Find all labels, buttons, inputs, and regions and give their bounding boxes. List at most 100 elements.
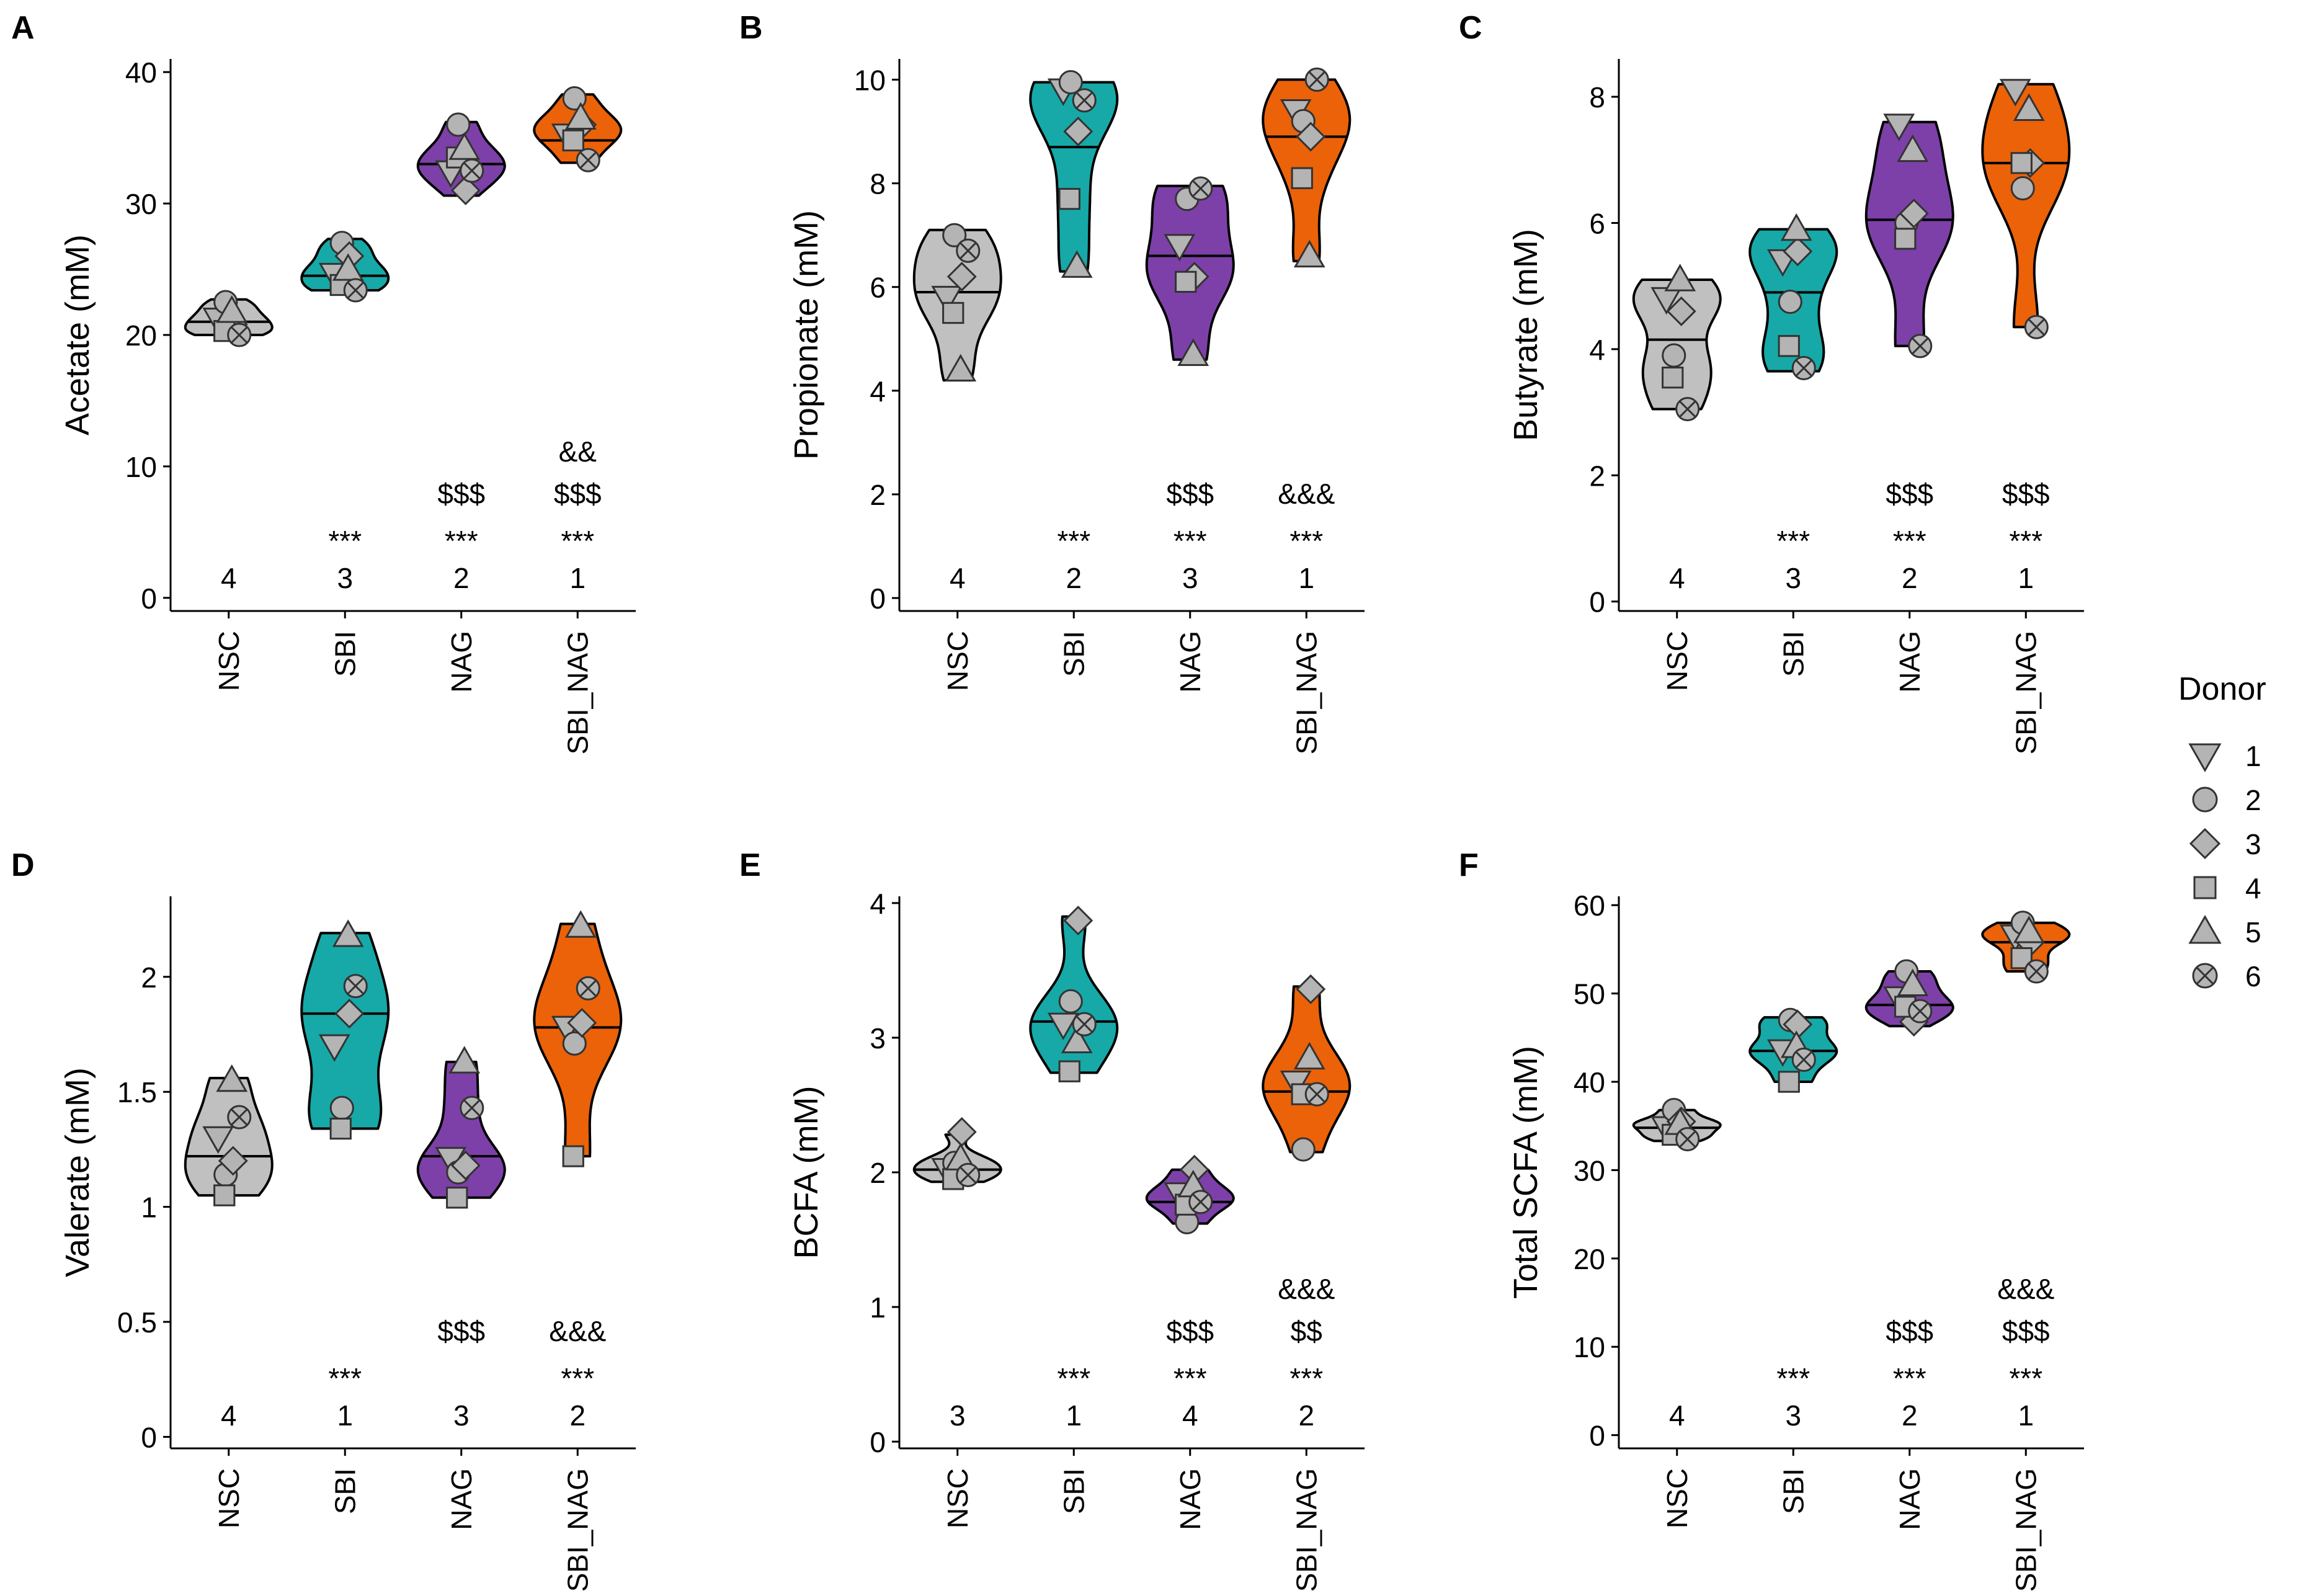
donor-6-point <box>1188 176 1213 201</box>
violin-group-sbi: SBI 1 *** <box>1029 906 1119 1514</box>
rank-label: 4 <box>1669 1399 1685 1432</box>
x-tick-label: SBI <box>329 631 361 677</box>
donor-1-point <box>931 285 963 314</box>
significance-stars: *** <box>1173 525 1207 557</box>
significance-stars: *** <box>1173 1362 1207 1394</box>
x-tick-label: SBI <box>1058 1468 1090 1514</box>
donor-3-point <box>1063 117 1093 146</box>
donor-6-point <box>2024 314 2049 339</box>
donor-3-point <box>946 262 977 292</box>
donor-6-point <box>1791 1047 1816 1072</box>
donor-6-point <box>1908 999 1933 1023</box>
violin-group-nag: NAG 3 $$$ <box>416 1046 506 1530</box>
donor-6-point <box>460 158 484 183</box>
x-tick-label: SBI_NAG <box>561 631 594 754</box>
significance-stars: *** <box>1893 1362 1926 1394</box>
rank-label: 1 <box>569 562 586 594</box>
y-tick-label: 40 <box>125 56 157 89</box>
rank-label: 1 <box>2018 1399 2034 1432</box>
rank-label: 1 <box>337 1399 353 1432</box>
violin-group-sbi: SBI 3 *** <box>1748 1007 1838 1514</box>
significance-stars: *** <box>1057 525 1090 557</box>
violin-group-nsc: NSC 4 <box>184 290 274 691</box>
donor-6-point <box>343 974 368 999</box>
rank-label: 3 <box>1785 562 1801 594</box>
y-tick-label: 40 <box>1574 1066 1605 1099</box>
violin-group-sbi-nag: SBI_NAG 1 *** $$$ &&& <box>1981 911 2071 1592</box>
donor-5-point <box>216 295 248 323</box>
donor-5-point <box>332 253 364 281</box>
significance-stars: *** <box>561 1362 594 1394</box>
legend: Donor 1 2 3 4 5 6 <box>2178 671 2266 992</box>
donor-5-point <box>2013 93 2045 121</box>
y-axis-label: Acetate (mM) <box>59 234 96 435</box>
donor-6-point <box>343 278 368 303</box>
violin-group-sbi: SBI 3 *** <box>1748 213 1838 677</box>
rank-label: 2 <box>1902 1399 1918 1432</box>
y-tick-label: 4 <box>1589 334 1605 366</box>
donor-5-point <box>1177 338 1209 366</box>
y-tick-label: 10 <box>125 451 157 483</box>
x-tick-label: SBI_NAG <box>561 1468 594 1592</box>
x-tick-label: NSC <box>213 631 245 691</box>
rank-label: 4 <box>221 562 237 594</box>
y-tick-label: 6 <box>1589 207 1605 239</box>
donor-4-point <box>446 1187 468 1209</box>
rank-label: 3 <box>950 1399 966 1432</box>
donor-5-point <box>1664 264 1696 292</box>
donor-2-point <box>329 1095 354 1120</box>
significance-amps: &&& <box>1278 478 1335 510</box>
donor-4-point <box>1662 367 1684 389</box>
y-tick-label: 1.5 <box>117 1076 157 1108</box>
y-tick-label: 0 <box>1589 586 1605 618</box>
donor-2-point <box>942 223 967 247</box>
donor-3-point <box>1296 122 1326 152</box>
violin-group-sbi: SBI 1 *** <box>300 919 390 1514</box>
legend-label-donor-6: 6 <box>2245 960 2261 992</box>
y-tick-label: 0 <box>141 582 157 615</box>
y-tick-label: 2 <box>870 479 886 511</box>
donor-6-point <box>1304 67 1329 92</box>
significance-stars: *** <box>1289 1362 1323 1394</box>
x-tick-label: SBI <box>1058 631 1090 677</box>
legend-key-diamond-icon <box>2189 827 2221 860</box>
panel-b: B 0 2 4 6 8 10 Propionate (mM) NSC 4 SBI 2 *** NAG 3 **… <box>739 10 1365 754</box>
y-tick-label: 4 <box>870 375 886 408</box>
y-tick-label: 2 <box>1589 460 1605 492</box>
donor-3-point <box>334 999 365 1029</box>
donor-5-point <box>332 919 364 947</box>
violin-group-nsc: NSC 4 <box>912 223 1002 691</box>
y-tick-label: 0 <box>1589 1420 1605 1452</box>
donor-3-point <box>1899 198 1929 229</box>
significance-stars: *** <box>1776 525 1810 557</box>
panel-f: F 0 10 20 30 40 50 60 Total SCFA (mM) NSC 4 SBI 3 ***… <box>1459 847 2084 1592</box>
violin-group-sbi-nag: SBI_NAG 1 *** $$$ <box>1981 79 2071 754</box>
donor-3-point <box>218 1146 248 1176</box>
donor-5-point <box>564 102 597 130</box>
donor-5-point <box>1897 968 1929 996</box>
x-tick-label: SBI_NAG <box>2010 1468 2042 1592</box>
panel-d: D 0 0.5 1 1.5 2 Valerate (mM) NSC 4 SBI 1 *** NAG 3 $$… <box>11 847 636 1592</box>
legend-label-donor-2: 2 <box>2245 784 2261 816</box>
donor-4-point <box>562 129 584 152</box>
donor-6-point <box>1675 396 1700 422</box>
donor-5-point <box>945 354 977 382</box>
donor-2-point <box>1058 989 1083 1014</box>
significance-dollars: $$$ <box>1166 478 1214 510</box>
significance-stars: *** <box>445 525 478 557</box>
significance-amps: &&& <box>1997 1273 2054 1305</box>
y-axis-label: Valerate (mM) <box>59 1068 96 1277</box>
y-tick-label: 8 <box>870 168 886 200</box>
donor-1-point <box>318 1034 350 1062</box>
panel-letter: C <box>1459 10 1482 46</box>
y-axis-label: BCFA (mM) <box>788 1086 825 1259</box>
violin-group-nag: NAG 4 *** $$$ <box>1145 1154 1235 1530</box>
panel-letter: A <box>11 10 35 46</box>
violin-group-nsc: NSC 3 <box>912 1117 1002 1528</box>
donor-1-point <box>1047 1012 1079 1041</box>
donor-4-point <box>1894 228 1917 250</box>
significance-dollars: $$$ <box>2002 1315 2050 1347</box>
x-tick-label: SBI <box>329 1468 361 1514</box>
rank-label: 2 <box>1066 562 1082 594</box>
donor-6-point <box>956 1162 981 1187</box>
